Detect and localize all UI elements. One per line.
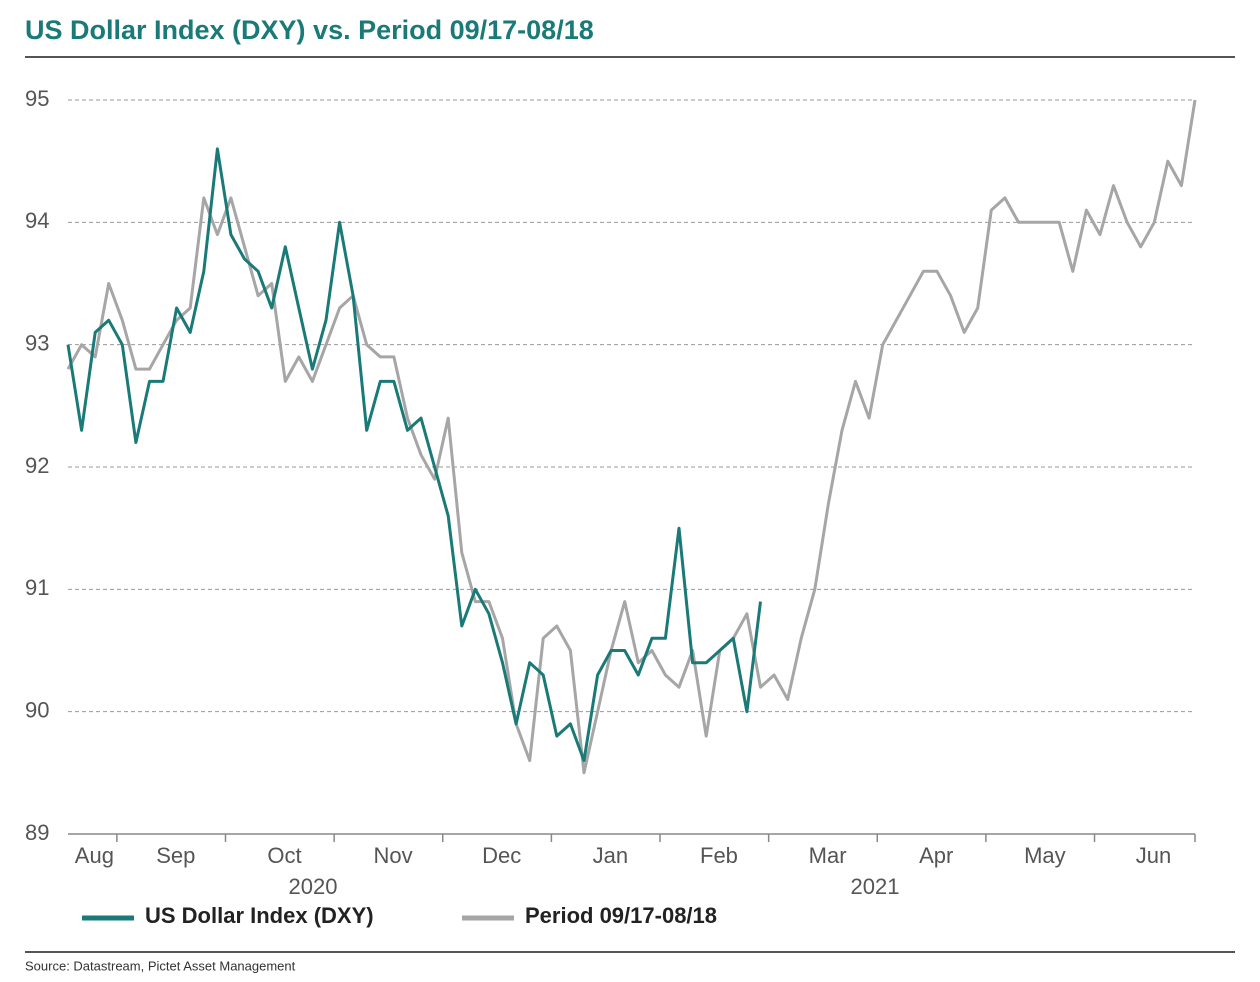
x-tick-label: Nov (374, 843, 413, 868)
y-tick-label: 91 (25, 575, 49, 600)
x-tick-label: Feb (700, 843, 738, 868)
series-line (66, 147, 762, 763)
legend-label: US Dollar Index (DXY) (145, 903, 374, 928)
x-tick-label: Jun (1136, 843, 1171, 868)
x-tick-label: May (1024, 843, 1066, 868)
x-group-label: 2021 (851, 874, 900, 899)
x-tick-label: Mar (809, 843, 847, 868)
x-tick-label: Aug (75, 843, 114, 868)
y-tick-label: 89 (25, 820, 49, 845)
source: Source: Datastream, Pictet Asset Managem… (25, 958, 296, 973)
y-tick-label: 90 (25, 697, 49, 722)
y-tick-label: 95 (25, 86, 49, 111)
x-tick-label: Oct (267, 843, 301, 868)
y-tick-label: 94 (25, 208, 49, 233)
x-tick-label: Jan (593, 843, 628, 868)
y-tick-label: 93 (25, 330, 49, 355)
x-tick-label: Dec (482, 843, 521, 868)
x-group-label: 2020 (289, 874, 338, 899)
legend-label: Period 09/17-08/18 (525, 903, 717, 928)
y-tick-label: 92 (25, 453, 49, 478)
x-tick-label: Apr (919, 843, 953, 868)
chart-title: US Dollar Index (DXY) vs. Period 09/17-0… (25, 15, 594, 45)
series-line (66, 99, 1197, 775)
x-tick-label: Sep (156, 843, 195, 868)
